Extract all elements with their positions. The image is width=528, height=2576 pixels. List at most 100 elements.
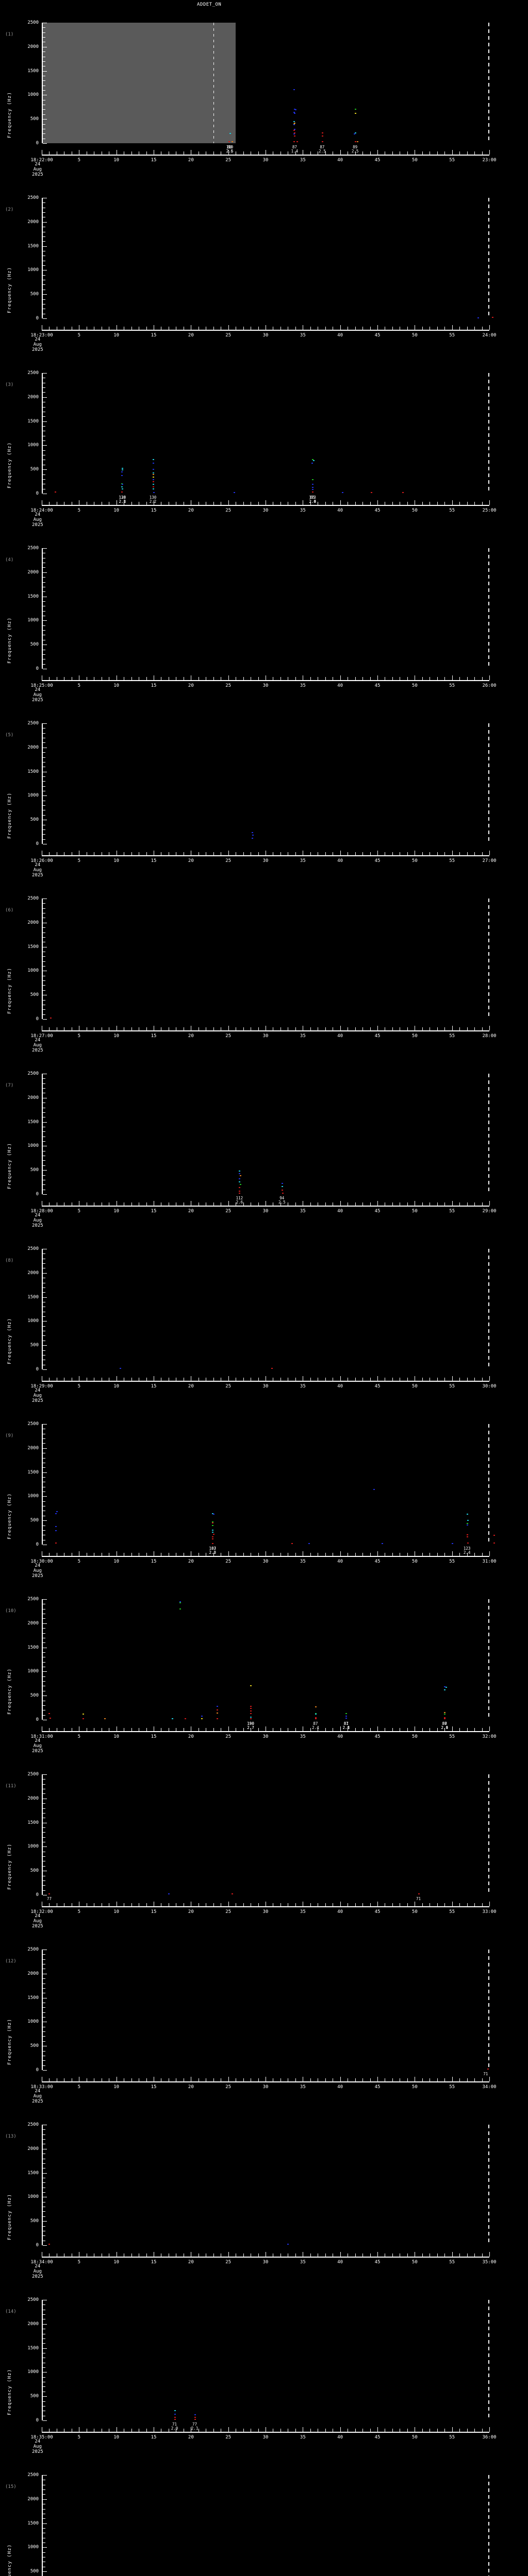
y-tick [43, 1885, 45, 1886]
x-tick [131, 1378, 132, 1381]
y-tick [43, 1088, 45, 1089]
detection-marker [342, 492, 343, 493]
detection-annotation: 87 2.9 [441, 1721, 448, 1730]
x-tick-label-start: 18:25:00 [30, 683, 53, 688]
y-tick-label: 2500 [27, 1071, 39, 1076]
right-axis [488, 1599, 489, 1720]
x-tick [437, 1903, 438, 1906]
detection-marker [239, 1184, 241, 1185]
x-tick [295, 852, 296, 855]
x-tick [422, 327, 423, 330]
y-axis-label: Frequency (Hz) [7, 1668, 12, 1715]
x-tick [392, 677, 393, 680]
x-tick-label: 45 [374, 2084, 381, 2090]
x-tick-label: 30 [262, 2084, 269, 2090]
detection-marker [293, 129, 295, 131]
x-tick [243, 327, 244, 330]
x-tick [377, 1026, 378, 1030]
detection-annotation: 107 2.8 [209, 1546, 217, 1555]
x-tick [407, 2429, 408, 2432]
y-tick [43, 1345, 47, 1346]
y-tick [43, 1292, 45, 1293]
y-tick [43, 440, 45, 442]
detection-marker [201, 1716, 203, 1717]
y-tick-label: 1500 [27, 1995, 39, 2001]
y-tick [43, 1175, 45, 1176]
detection-marker [194, 2419, 196, 2420]
x-tick-label: 50 [411, 508, 418, 513]
x-tick-label: 30 [262, 1734, 269, 1739]
x-tick [49, 1553, 50, 1556]
detection-marker [82, 1713, 84, 1715]
y-tick [43, 999, 45, 1001]
plot-area: 0 500 1000 1500 2000 2500 [27, 1597, 489, 1722]
detection-marker [345, 1718, 348, 1719]
x-tick-label: 35 [300, 1209, 306, 1214]
x-tick-label: 10 [113, 1384, 120, 1389]
x-tick [258, 1553, 259, 1556]
y-tick [43, 2245, 47, 2246]
x-tick-label: 20 [188, 2260, 194, 2265]
plot-area: 0 500 1000 1500 2000 2500 [27, 1246, 489, 1372]
x-tick [310, 327, 311, 330]
y-tick [43, 805, 45, 806]
detection-marker [315, 1718, 317, 1720]
x-tick-label: 45 [374, 858, 381, 863]
x-tick [482, 2078, 483, 2081]
x-tick [340, 851, 341, 855]
x-tick [444, 151, 446, 155]
y-tick [43, 2367, 45, 2368]
y-tick-label: 0 [36, 141, 39, 146]
detection-marker [294, 122, 296, 124]
y-tick [43, 795, 47, 796]
chart-title: ADDET_ON [197, 2, 222, 7]
x-tick-label: 10 [113, 683, 120, 688]
x-tick [49, 2078, 50, 2081]
detection-marker [228, 141, 230, 143]
detection-marker [466, 1524, 468, 1526]
detection-marker [293, 121, 295, 122]
plot-area: 0 500 1000 1500 2000 2500 [27, 195, 493, 321]
x-tick-label: 40 [337, 333, 343, 338]
y-tick-label: 1000 [27, 2369, 39, 2375]
x-tick [228, 2077, 229, 2081]
y-tick [43, 1014, 45, 1015]
y-tick-label: 500 [30, 1343, 39, 1348]
detection-marker [315, 1713, 317, 1715]
detection-marker [487, 2068, 489, 2070]
x-tick [474, 1027, 475, 1030]
y-axis-label: Frequency (Hz) [7, 1843, 12, 1890]
chart-panel: (6) Frequency (Hz) 0 500 1000 1500 2000 2500 18:… [0, 887, 528, 1062]
detection-marker [493, 1535, 495, 1536]
x-tick-label: 10 [113, 1209, 120, 1214]
y-axis-label: Frequency (Hz) [7, 2544, 12, 2576]
x-axis: 18:30:00 5 10 15 20 25 30 35 40 45 50 55 31:00 [30, 1551, 497, 1564]
y-tick [43, 752, 45, 753]
y-tick [43, 1890, 45, 1891]
x-tick-label: 25 [225, 158, 232, 163]
x-axis: 18:22:00 5 10 15 20 25 30 35 40 45 50 55 23:00 [30, 150, 497, 163]
y-tick [43, 2036, 45, 2037]
y-tick-label: 0 [36, 1016, 39, 1022]
x-tick [325, 1553, 326, 1556]
masked-region [42, 23, 236, 143]
x-tick [467, 2253, 468, 2257]
x-tick [392, 1202, 393, 1206]
x-tick [228, 1376, 229, 1381]
detection-marker [152, 463, 154, 464]
x-tick [295, 2429, 296, 2432]
x-tick [452, 2252, 453, 2257]
detection-marker [356, 141, 358, 143]
y-tick [43, 318, 47, 319]
x-tick [377, 675, 378, 680]
x-tick [482, 677, 483, 680]
detection-marker [312, 459, 314, 461]
y-tick-label: 1000 [27, 267, 39, 273]
y-tick-label: 2000 [27, 920, 39, 925]
x-tick [377, 325, 378, 330]
x-tick [146, 1378, 147, 1381]
x-tick [325, 1378, 326, 1381]
y-tick-label: 1000 [27, 1669, 39, 1674]
detection-marker [55, 1530, 57, 1531]
x-tick [392, 502, 393, 505]
